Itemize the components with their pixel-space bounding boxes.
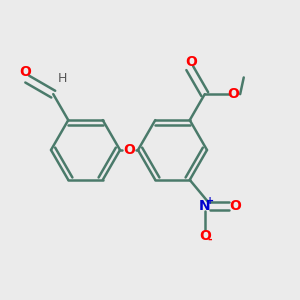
Text: O: O (199, 229, 211, 243)
Text: O: O (185, 55, 197, 69)
Text: O: O (227, 87, 239, 101)
Text: O: O (229, 199, 241, 213)
Text: O: O (20, 64, 31, 79)
Text: O: O (123, 143, 135, 157)
Text: N: N (199, 199, 211, 213)
Text: +: + (206, 196, 214, 206)
Text: -: - (208, 235, 212, 244)
Text: H: H (58, 72, 67, 85)
